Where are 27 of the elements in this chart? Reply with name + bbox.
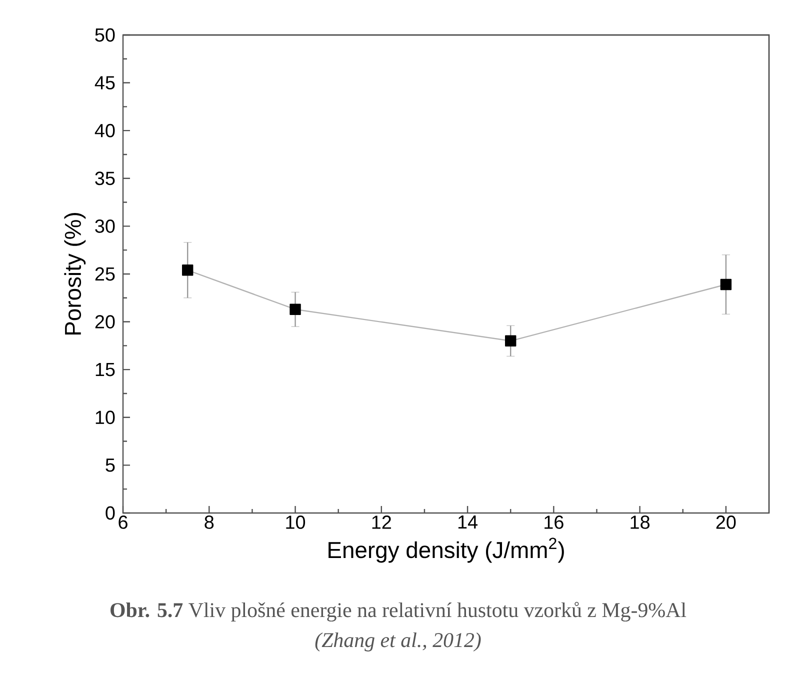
x-axis-title: Energy density (J/mm$^{2}$) xyxy=(328,538,564,563)
y-tick-label: 30 xyxy=(95,219,115,233)
x-tick-label: 10 xyxy=(286,516,306,529)
x-tick-label: 12 xyxy=(372,516,391,529)
x-tick-label: 20 xyxy=(716,516,736,529)
point xyxy=(505,335,516,347)
y-tick-label: 0 xyxy=(106,506,115,520)
y-tick-label: 20 xyxy=(95,315,115,328)
x-tick-label: 14 xyxy=(458,516,478,529)
y-axis-title: Porosity (%) xyxy=(64,213,86,334)
y-tick-label: 35 xyxy=(95,172,115,186)
x-tick-label: 8 xyxy=(204,516,214,529)
text: (Zhang et al., 2012) xyxy=(315,632,481,652)
x-tick-label: 16 xyxy=(544,516,564,529)
y-tick-label: 5 xyxy=(106,458,115,472)
y-tick-label: 10 xyxy=(96,410,115,424)
text: Obr. 5.7 Vliv plošné energie na relativní hustotu vzorků z Mg-9%Al xyxy=(110,602,686,622)
point xyxy=(182,264,194,276)
x-tick-label: 6 xyxy=(118,516,128,529)
point xyxy=(290,304,301,315)
x-tick-label: 18 xyxy=(630,516,650,529)
y-tick-label: 25 xyxy=(95,267,115,281)
y-tick-label: 40 xyxy=(94,124,115,138)
y-tick-label: 45 xyxy=(94,76,115,90)
y-tick-label: 50 xyxy=(95,28,115,42)
y-tick-label: 15 xyxy=(96,362,115,376)
point xyxy=(720,278,732,290)
